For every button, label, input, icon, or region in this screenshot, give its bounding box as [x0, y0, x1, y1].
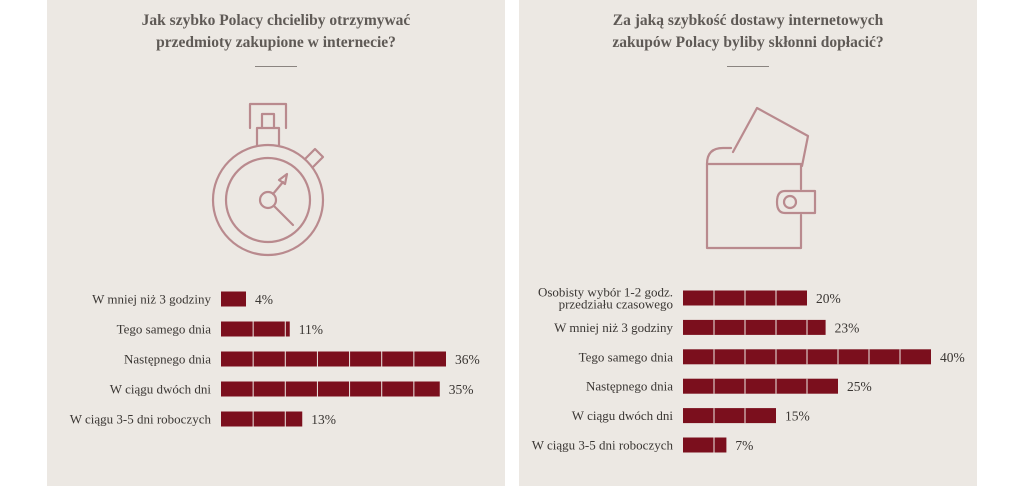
left-bar-chart: W mniej niż 3 godziny 4% Tego samego dnia 1… — [70, 291, 480, 427]
category-label: Tego samego dnia — [117, 322, 212, 337]
bar — [221, 381, 440, 397]
value-label: 7% — [735, 438, 753, 453]
bar — [683, 378, 838, 394]
right-panel: Za jaką szybkość dostawy internetowych z… — [519, 0, 977, 486]
left-panel: Jak szybko Polacy chcieliby otrzymywać p… — [47, 0, 505, 486]
wallet-icon — [705, 106, 817, 250]
category-label: Osobisty wybór 1-2 godz. — [538, 285, 673, 300]
category-label: Tego samego dnia — [579, 349, 674, 364]
right-title-divider — [727, 66, 769, 67]
bar — [683, 319, 826, 335]
category-label: Następnego dnia — [586, 379, 673, 394]
value-label: 4% — [255, 292, 273, 307]
category-label: przedziału czasowego — [559, 297, 673, 312]
value-label: 15% — [785, 409, 810, 424]
bar — [221, 321, 290, 337]
value-label: 25% — [847, 379, 872, 394]
right-bar-chart: Osobisty wybór 1-2 godz.przedziału czaso… — [532, 285, 965, 454]
value-label: 36% — [455, 352, 480, 367]
category-label: W ciągu 3-5 dni roboczych — [70, 412, 212, 427]
value-label: 23% — [835, 320, 860, 335]
right-title-line-1: Za jaką szybkość dostawy internetowych — [612, 12, 884, 29]
left-title-line-1: Jak szybko Polacy chcieliby otrzymywać — [141, 12, 411, 29]
bar — [221, 411, 303, 427]
left-title-line-2: przedmioty zakupione w internecie? — [156, 34, 396, 51]
bar — [221, 351, 446, 367]
category-label: W ciągu dwóch dni — [572, 408, 674, 423]
value-label: 20% — [816, 291, 841, 306]
value-label: 13% — [311, 412, 336, 427]
value-label: 11% — [299, 322, 323, 337]
bar — [221, 291, 246, 307]
category-label: W mniej niż 3 godziny — [92, 292, 211, 307]
left-chart-title: Jak szybko Polacy chcieliby otrzymywać p… — [47, 10, 505, 54]
right-title-line-2: zakupów Polacy byliby skłonni dopłacić? — [612, 34, 884, 51]
bar — [683, 437, 727, 453]
category-label: Następnego dnia — [124, 352, 211, 367]
stopwatch-icon — [211, 102, 325, 257]
left-title-divider — [255, 66, 297, 67]
value-label: 40% — [940, 350, 965, 365]
category-label: W mniej niż 3 godziny — [554, 320, 673, 335]
bar — [683, 408, 776, 424]
category-label: W ciągu dwóch dni — [110, 382, 212, 397]
value-label: 35% — [449, 382, 474, 397]
category-label: W ciągu 3-5 dni roboczych — [532, 438, 674, 453]
right-chart-title: Za jaką szybkość dostawy internetowych z… — [519, 10, 977, 54]
